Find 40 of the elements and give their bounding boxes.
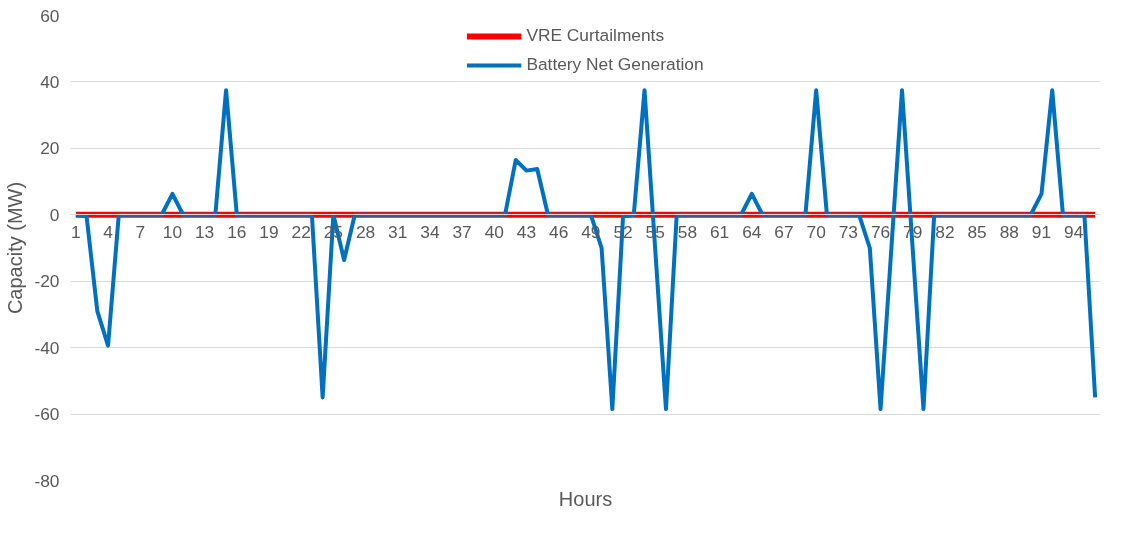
line-series [73, 88, 1098, 412]
x-tick-label: 67 [774, 221, 794, 242]
x-tick-label: 13 [194, 221, 215, 242]
x-axis-title: Hours [558, 487, 613, 510]
x-tick-label: 70 [806, 221, 826, 242]
x-tick-label: 76 [870, 221, 891, 242]
x-tick-label: 43 [516, 221, 537, 242]
legend-label: Battery Net Generation [526, 54, 704, 75]
y-tick-label: -20 [34, 271, 60, 292]
x-tick-label: 88 [999, 221, 1019, 242]
x-tick-label: 31 [388, 221, 408, 242]
x-tick-label: 64 [742, 221, 762, 242]
x-tick-label: 10 [162, 221, 183, 242]
y-tick-label: -40 [34, 337, 60, 358]
y-axis-title: Capacity (MW) [4, 181, 27, 315]
x-tick-label: 40 [484, 221, 504, 242]
x-tick-label: 85 [967, 221, 987, 242]
x-tick-label: 34 [420, 221, 440, 242]
y-tick-label: -80 [34, 470, 60, 491]
x-tick-label: 4 [103, 221, 114, 242]
x-tick-label: 22 [291, 221, 311, 242]
y-tick-label: 20 [40, 138, 60, 159]
x-tick-label: 16 [227, 221, 247, 242]
x-tick-label: 46 [549, 221, 569, 242]
legend-label: VRE Curtailments [526, 25, 665, 46]
x-tick-label: 91 [1031, 221, 1052, 242]
y-tick-label: -60 [34, 404, 60, 425]
y-tick-label: 40 [40, 71, 60, 92]
x-tick-label: 61 [709, 221, 730, 242]
x-tick-label: 58 [677, 221, 698, 242]
x-tick-label: 7 [135, 221, 146, 242]
x-tick-label: 94 [1064, 221, 1084, 242]
y-tick-label: 0 [49, 204, 60, 225]
x-tick-label: 28 [355, 221, 376, 242]
x-tick-label: 37 [452, 221, 472, 242]
x-tick-label: 82 [935, 221, 955, 242]
x-tick-label: 73 [838, 221, 859, 242]
x-tick-label: 1 [71, 221, 81, 242]
x-tick-label: 19 [259, 221, 279, 242]
y-tick-label: 60 [40, 5, 60, 26]
